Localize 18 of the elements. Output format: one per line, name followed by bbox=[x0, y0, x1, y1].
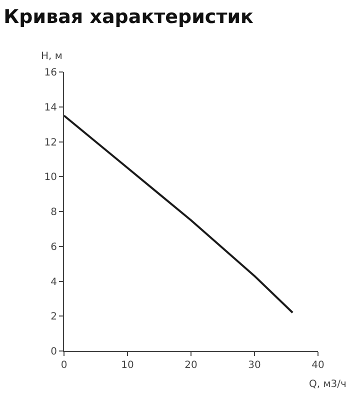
y-tick-label: 8 bbox=[50, 207, 57, 218]
chart-title: Кривая характеристик bbox=[4, 6, 254, 28]
y-tick-label: 6 bbox=[50, 242, 57, 253]
y-tick-label: 0 bbox=[50, 346, 57, 358]
x-tick-label: 40 bbox=[312, 360, 324, 371]
y-tick-label: 2 bbox=[50, 312, 57, 323]
x-tick-label: 10 bbox=[121, 360, 134, 371]
y-tick-label: 16 bbox=[44, 68, 57, 78]
x-tick-label: 0 bbox=[60, 360, 68, 371]
x-tick-label: 20 bbox=[184, 360, 198, 371]
x-tick-label: 30 bbox=[248, 360, 261, 371]
y-tick-label: 12 bbox=[44, 137, 57, 148]
line-series bbox=[64, 114, 294, 314]
y-tick-label: 4 bbox=[50, 276, 57, 288]
x-axis-title: Q, м3/ч bbox=[309, 379, 346, 390]
y-tick-label: 14 bbox=[44, 102, 57, 114]
y-axis-title: H, м bbox=[41, 51, 62, 62]
y-tick-label: 10 bbox=[44, 172, 57, 184]
